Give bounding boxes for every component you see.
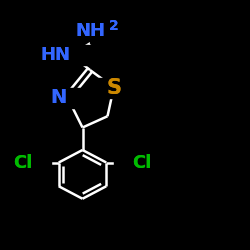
Text: S: S [106,78,121,98]
Text: Cl: Cl [13,154,32,172]
Text: N: N [50,88,66,107]
Text: HN: HN [40,46,70,64]
Text: NH: NH [75,22,105,40]
Text: HN: HN [40,46,70,64]
Text: NH: NH [75,22,105,40]
Text: Cl: Cl [132,154,152,172]
Text: S: S [106,78,121,98]
Text: 2: 2 [109,19,118,33]
Text: Cl: Cl [13,154,32,172]
Bar [96,78,131,98]
Bar [16,152,51,172]
Bar [90,22,125,42]
Text: N: N [50,88,66,107]
Bar [54,45,89,65]
Text: Cl: Cl [132,154,152,172]
Bar [114,152,149,172]
Bar [50,88,85,108]
Text: 2: 2 [109,19,118,33]
